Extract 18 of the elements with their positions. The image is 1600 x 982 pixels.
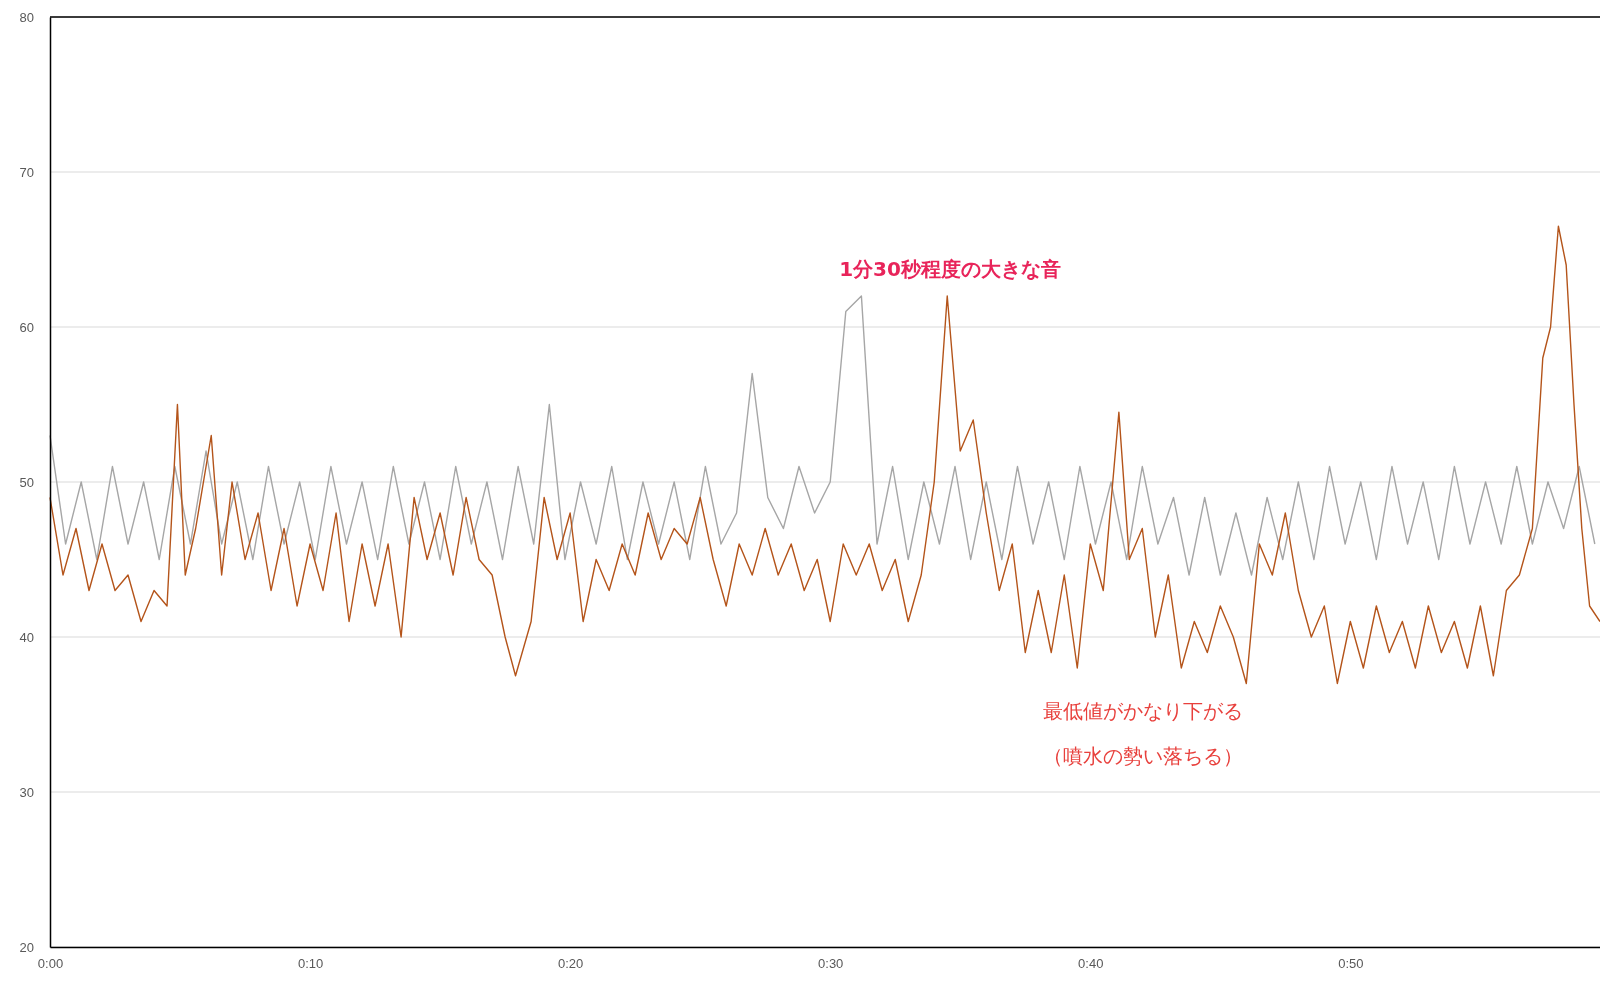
line-series [49,295,1596,576]
y-tick-label: 30 [19,784,34,800]
y-tick-label: 70 [19,164,34,180]
x-tick-label: 0:50 [1338,956,1364,972]
x-tick-label: 0:10 [297,956,324,972]
x-tick-label: 0:20 [557,956,584,972]
y-tick-label: 20 [19,939,34,955]
annotation: （噴水の勢い落ちる） [1043,743,1243,768]
y-tick-label: 80 [19,9,34,25]
annotation: 1分30秒程度の大きな音 [839,256,1061,281]
line-series [49,225,1600,685]
y-tick-label: 40 [19,629,34,645]
y-tick-label: 60 [19,319,34,335]
y-tick-label: 50 [19,474,34,490]
x-tick-label: 0:30 [818,956,844,972]
x-tick-label: 0:00 [37,956,64,972]
x-tick-label: 0:40 [1078,956,1104,972]
annotation: 最低値がかなり下がる [1043,698,1243,723]
